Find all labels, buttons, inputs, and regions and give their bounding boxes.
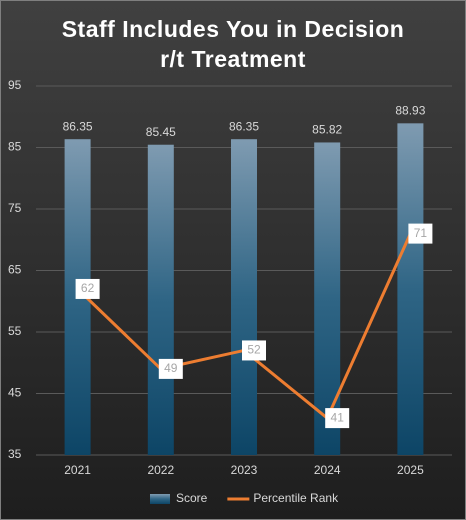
line-value-label: 49 [164,361,178,375]
line-value-label: 52 [247,343,261,357]
bar-value-label: 85.82 [312,123,342,137]
label-box [408,223,433,244]
y-tick-label: 55 [8,324,22,338]
legend-swatch [150,494,170,504]
label-box [242,340,266,361]
label-box [325,408,350,429]
chart-title: Staff Includes You in Decision r/t Treat… [61,16,405,72]
y-tick-label: 85 [8,140,22,154]
line-value-label: 62 [81,281,95,295]
bar-value-label: 86.35 [229,119,259,133]
bar [314,142,341,455]
bar-value-label: 86.35 [63,119,93,133]
y-tick-label: 95 [8,78,22,92]
bar-value-label: 88.93 [395,104,425,118]
y-tick-label: 45 [8,386,22,400]
label-box [75,278,100,299]
x-tick-label: 2023 [231,463,258,477]
line-value-label: 41 [331,410,345,424]
bar [147,144,174,456]
bar [231,139,257,455]
line-value-label: 71 [414,226,428,240]
legend-label: Score [176,491,208,505]
label-box [158,358,183,379]
x-tick-label: 2025 [397,463,424,477]
y-tick-label: 35 [8,447,22,461]
legend-label: Percentile Rank [253,491,339,505]
bar-value-label: 85.45 [146,125,176,139]
x-tick-label: 2024 [314,463,341,477]
y-tick-label: 65 [8,263,22,277]
x-tick-label: 2022 [147,463,174,477]
y-tick-label: 75 [8,201,22,215]
x-tick-label: 2021 [64,463,91,477]
bar [397,123,424,455]
